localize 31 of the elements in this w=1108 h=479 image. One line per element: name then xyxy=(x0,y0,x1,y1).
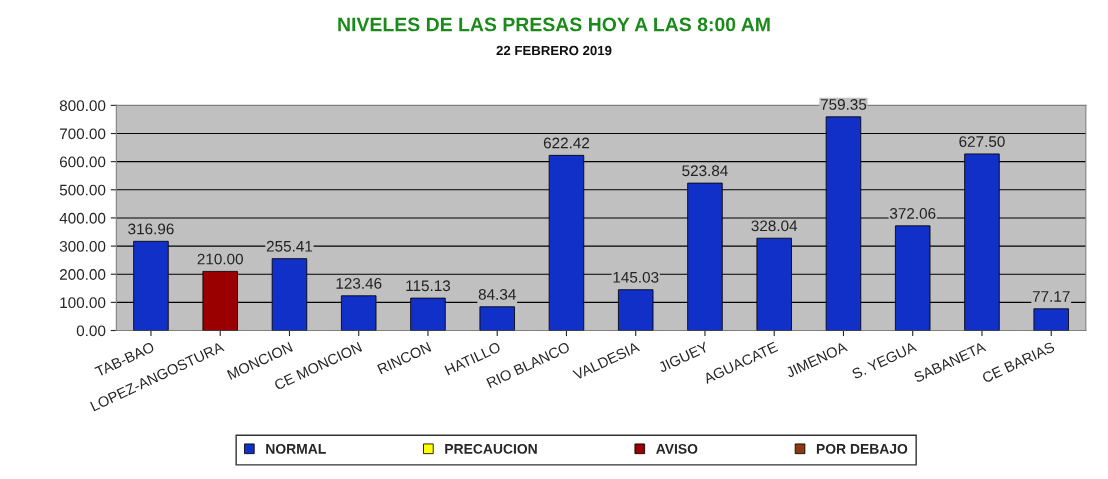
y-tick-label: 400.00 xyxy=(59,212,106,224)
data-label: 210.00 xyxy=(197,253,243,265)
chart-title: NIVELES DE LAS PRESAS HOY A LAS 8:00 AM xyxy=(338,17,770,32)
bar xyxy=(479,306,515,331)
y-tick-label: 0.00 xyxy=(76,325,106,337)
legend-label: PRECAUCION xyxy=(445,443,537,454)
y-tick-label: 700.00 xyxy=(59,128,106,140)
data-label: 115.13 xyxy=(406,280,451,292)
data-label: 627.50 xyxy=(959,136,1005,147)
y-tick-label: 100.00 xyxy=(60,297,106,309)
data-label: 255.41 xyxy=(266,240,313,252)
data-label: 316.96 xyxy=(128,223,174,235)
y-tick-label: 600.00 xyxy=(59,156,106,168)
data-label: 372.06 xyxy=(889,208,936,219)
legend-label: POR DEBAJO xyxy=(816,443,908,454)
data-label: 123.46 xyxy=(336,277,382,289)
chart-subtitle: 22 FEBRERO 2019 xyxy=(496,45,612,56)
data-label: 622.42 xyxy=(543,137,590,149)
data-label: 77.17 xyxy=(1032,291,1070,302)
data-label: 328.04 xyxy=(751,220,798,232)
legend-label: AVISO xyxy=(656,443,698,454)
y-tick-label: 500.00 xyxy=(59,184,106,196)
y-tick-label: 300.00 xyxy=(59,240,106,252)
data-label: 759.35 xyxy=(820,99,867,110)
data-label: 523.84 xyxy=(682,165,728,177)
data-label: 84.34 xyxy=(478,289,516,300)
y-tick-label: 200.00 xyxy=(59,269,106,280)
y-tick-label: 800.00 xyxy=(59,100,106,112)
legend-label: NORMAL xyxy=(266,443,326,454)
data-label: 145.03 xyxy=(613,271,659,283)
bar xyxy=(1033,308,1069,331)
